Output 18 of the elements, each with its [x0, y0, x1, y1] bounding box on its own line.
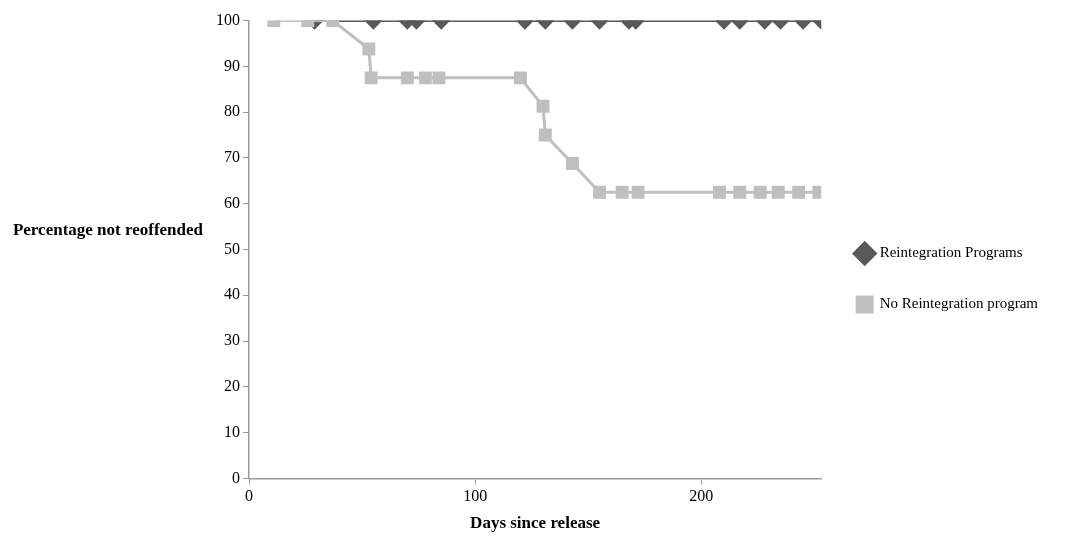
y-tick-label: 10: [224, 422, 240, 440]
y-tick-label: 60: [224, 193, 240, 211]
y-tick-label: 0: [232, 468, 240, 486]
y-tick-label: 100: [216, 10, 240, 28]
x-tick-label: 100: [463, 487, 488, 505]
y-axis-title: Percentage not reoffended: [11, 220, 205, 240]
legend-label: Reintegration Programs: [879, 244, 1023, 261]
y-tick-label: 20: [224, 377, 240, 395]
x-axis-title: Days since release: [470, 513, 601, 533]
y-tick-label: 50: [224, 239, 240, 257]
y-tick-label: 40: [224, 285, 240, 303]
y-tick-label: 70: [224, 148, 240, 166]
y-tick-label: 90: [224, 56, 240, 74]
y-tick-label: 30: [224, 331, 240, 349]
y-tick-label: 80: [224, 102, 240, 120]
x-tick-label: 0: [245, 487, 253, 505]
x-tick-label: 200: [689, 487, 714, 505]
legend-label: No Reintegration program: [879, 295, 1039, 312]
